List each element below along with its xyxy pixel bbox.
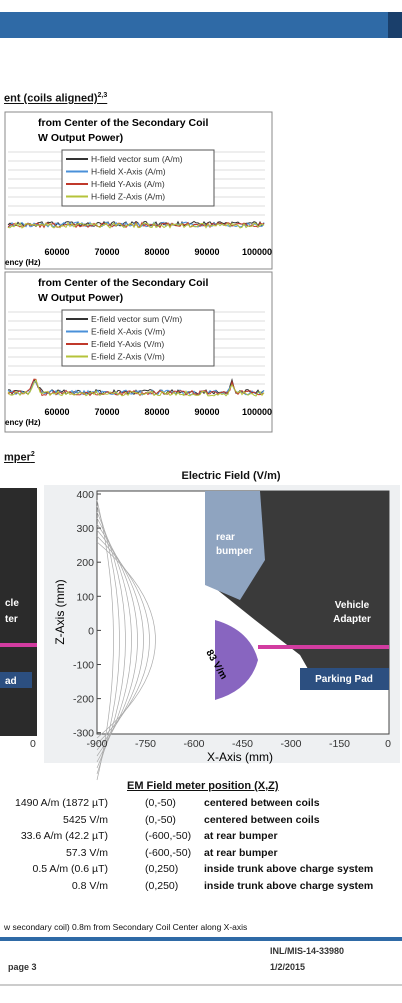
y-tick-label: -200 (73, 694, 94, 706)
chart-title: from Center of the Secondary Coil (38, 277, 208, 289)
doc-id: INL/MIS-14-33980 (270, 946, 344, 956)
photo-label: Adapter (333, 614, 371, 625)
chart-title: W Output Power) (38, 132, 123, 144)
table-cell: 0.8 V/m (72, 880, 108, 892)
chart-title: from Center of the Secondary Coil (38, 117, 208, 129)
photo-label: rear (216, 532, 235, 543)
x-tick-label: -150 (329, 738, 350, 750)
left-image-band (0, 643, 37, 647)
photo-label: Parking Pad (315, 674, 373, 685)
left-image-label: ad (5, 676, 17, 687)
table-cell: centered between coils (204, 797, 320, 809)
y-tick-label: -100 (73, 660, 94, 672)
legend-label: E-field Z-Axis (V/m) (91, 352, 165, 362)
page: from Center of the Secondary Coil W Outpu… (0, 0, 402, 1003)
table-cell: at rear bumper (204, 847, 278, 859)
photo-label: bumper (216, 546, 253, 557)
legend-label: H-field Z-Axis (A/m) (91, 192, 165, 202)
legend-label: E-field vector sum (V/m) (91, 314, 182, 324)
table-cell: (0,250) (145, 863, 178, 875)
chart-title: W Output Power) (38, 292, 123, 304)
legend-label: H-field X-Axis (A/m) (91, 167, 166, 177)
y-axis-label: Z-Axis (mm) (53, 579, 67, 644)
x-tick-label: 80000 (144, 247, 169, 257)
legend-label: H-field vector sum (A/m) (91, 154, 183, 164)
left-image (0, 488, 37, 736)
y-tick-label: 300 (76, 523, 94, 535)
table-cell: (0,-50) (145, 814, 176, 826)
x-tick-label: 90000 (194, 407, 219, 417)
table-cell: (-600,-50) (145, 847, 191, 859)
table-cell: (-600,-50) (145, 830, 191, 842)
y-tick-label: 0 (88, 625, 94, 637)
x-tick-label: 80000 (144, 407, 169, 417)
field-band (258, 645, 389, 649)
y-tick-label: 200 (76, 557, 94, 569)
left-image-tick: 0 (30, 738, 36, 750)
x-axis-label: ency (Hz) (5, 418, 41, 427)
subsection-heading: mper2 (4, 451, 35, 464)
y-tick-label: 100 (76, 591, 94, 603)
table-cell: 1490 A/m (1872 µT) (15, 797, 108, 809)
table-cell: 33.6 A/m (42.2 µT) (21, 830, 108, 842)
x-tick-label: 100000 (242, 407, 272, 417)
x-tick-label: 60000 (44, 407, 69, 417)
footnote: w secondary coil) 0.8m from Secondary Co… (4, 922, 247, 932)
x-axis-label: ency (Hz) (5, 258, 41, 267)
doc-date: 1/2/2015 (270, 962, 305, 972)
x-tick-label: 60000 (44, 247, 69, 257)
section-heading: ent (coils aligned)2,3 (4, 92, 107, 105)
x-tick-label: -300 (280, 738, 301, 750)
y-tick-label: 400 (76, 489, 94, 501)
section-heading-sup: 2,3 (98, 92, 108, 99)
table-cell: 5425 V/m (63, 814, 108, 826)
x-tick-label: 70000 (94, 407, 119, 417)
table-cell: at rear bumper (204, 830, 278, 842)
x-tick-label: 100000 (242, 247, 272, 257)
section-heading-text: ent (coils aligned) (4, 93, 98, 105)
header-bar-end (388, 12, 402, 38)
table-cell: (0,-50) (145, 797, 176, 809)
left-image-label: ter (5, 614, 18, 625)
header-bar (0, 12, 388, 38)
x-tick-label: -600 (183, 738, 204, 750)
x-tick-label: -750 (135, 738, 156, 750)
subsection-heading-sup: 2 (31, 451, 35, 458)
table-cell: inside trunk above charge system (204, 880, 373, 892)
table-cell: (0,250) (145, 880, 178, 892)
left-image-label: cle (5, 598, 19, 609)
table-cell: 0.5 A/m (0.6 µT) (33, 863, 109, 875)
table-cell: 57.3 V/m (66, 847, 108, 859)
plot-title: Electric Field (V/m) (0, 470, 402, 482)
table-header: EM Field meter position (X,Z) (127, 780, 279, 792)
x-tick-label: 70000 (94, 247, 119, 257)
table-cell: inside trunk above charge system (204, 863, 373, 875)
photo-label: Vehicle (335, 600, 370, 611)
table-cell: centered between coils (204, 814, 320, 826)
x-axis-label: X-Axis (mm) (207, 750, 273, 764)
x-tick-label: -900 (86, 738, 107, 750)
page-graphics: from Center of the Secondary Coil W Outpu… (0, 0, 402, 1003)
legend-label: E-field X-Axis (V/m) (91, 327, 165, 337)
page-number: page 3 (8, 962, 37, 972)
subsection-heading-text: mper (4, 452, 31, 464)
x-tick-label: 0 (385, 738, 391, 750)
x-tick-label: -450 (232, 738, 253, 750)
legend-label: E-field Y-Axis (V/m) (91, 339, 164, 349)
x-tick-label: 90000 (194, 247, 219, 257)
legend-label: H-field Y-Axis (A/m) (91, 179, 165, 189)
